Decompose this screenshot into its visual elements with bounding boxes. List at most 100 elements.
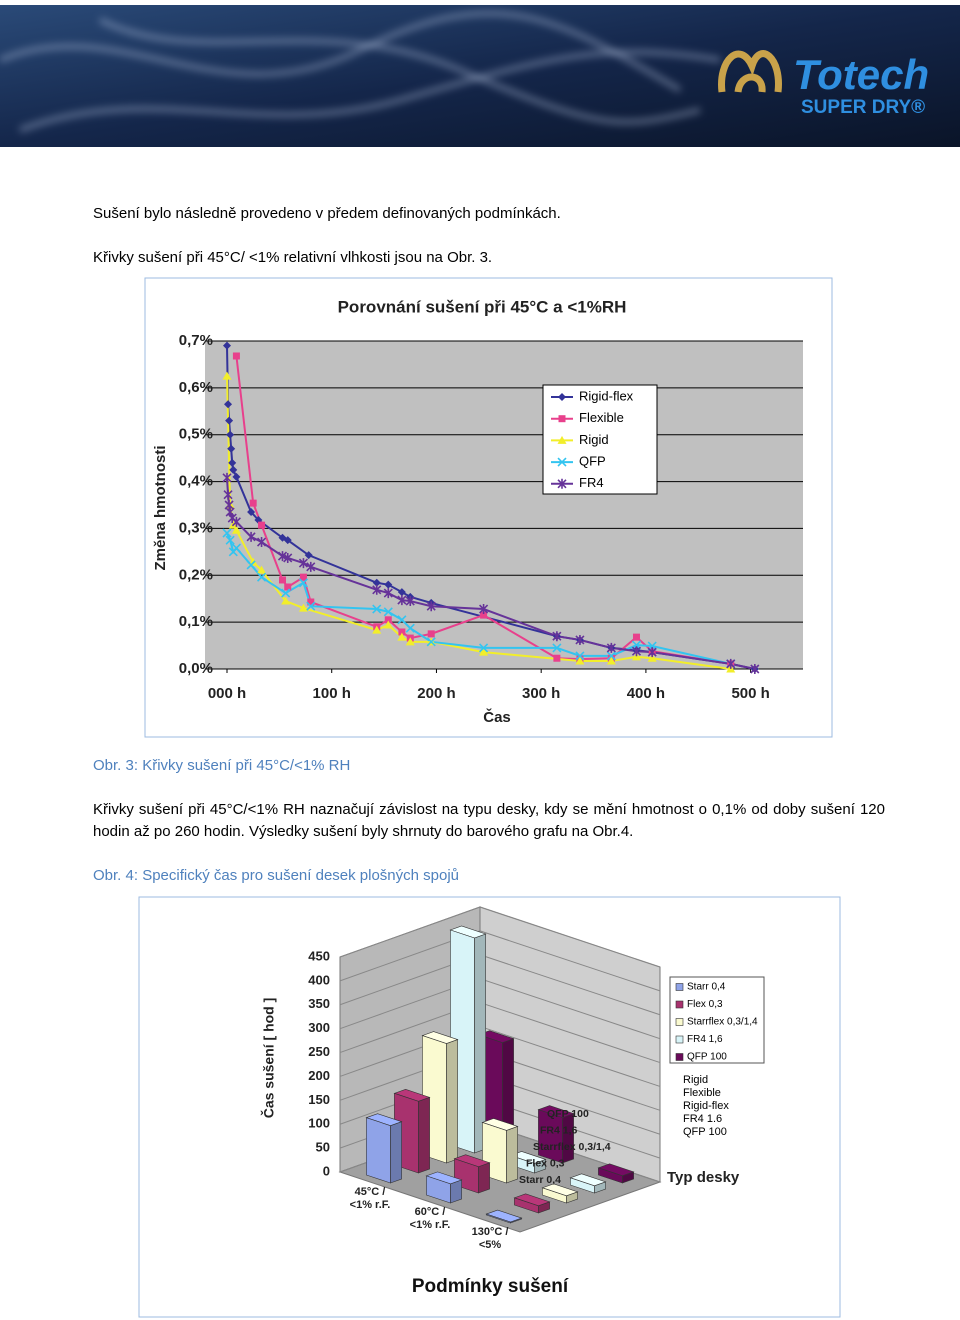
data-point: [426, 601, 436, 612]
data-point: [247, 508, 256, 517]
y-tick-label: 0,0%: [179, 660, 213, 677]
bar: [569, 1173, 607, 1194]
bar-front: [514, 1197, 539, 1214]
data-point: [246, 531, 256, 542]
data-point: [480, 611, 488, 619]
legend-label: Flex 0,3: [687, 999, 723, 1010]
data-point: [224, 500, 234, 510]
data-point: [281, 588, 291, 598]
x-tick-label: 400 h: [627, 685, 665, 702]
data-point: [383, 607, 393, 617]
paragraph: Křivky sušení při 45°C/ <1% relativní vl…: [93, 249, 493, 266]
data-point: [552, 643, 562, 653]
data-point: [558, 415, 566, 423]
y-tick-label: 0,5%: [179, 426, 213, 443]
y-tick-label: 250: [308, 1044, 330, 1059]
legend-label: FR4 1,6: [687, 1034, 723, 1045]
data-point: [372, 604, 382, 614]
legend-label: Starrflex 0,3/1,4: [687, 1017, 758, 1028]
data-point: [726, 658, 736, 669]
bar-side: [562, 1113, 574, 1164]
y-tick-label: 350: [308, 996, 330, 1011]
y-tick-label: 100: [308, 1116, 330, 1131]
x-tick-label: 000 h: [208, 685, 246, 702]
bar: [541, 1183, 579, 1204]
data-point: [231, 543, 241, 553]
bar-side: [506, 1126, 518, 1184]
data-point: [405, 637, 415, 646]
data-point: [606, 642, 616, 653]
legend-label: Starr 0,4: [687, 982, 726, 993]
bar: [425, 1171, 463, 1204]
data-point: [372, 625, 382, 634]
bar-side: [478, 1162, 490, 1194]
y-tick-label: 0,4%: [179, 473, 213, 490]
x-axis-label: Čas: [483, 708, 511, 726]
grid-line: [479, 954, 661, 1016]
data-point: [224, 400, 233, 409]
data-point: [479, 604, 489, 615]
data-point: [384, 616, 392, 624]
data-point: [298, 603, 308, 612]
legend-swatch: [675, 1053, 684, 1061]
data-point: [479, 647, 489, 656]
data-point: [281, 596, 291, 605]
x-tick-label: <5%: [479, 1239, 502, 1251]
data-point: [257, 565, 267, 574]
data-point: [479, 643, 489, 653]
data-point: [631, 646, 642, 657]
legend-label: QFP 100: [687, 1052, 727, 1063]
data-point: [222, 528, 232, 538]
grid-line: [479, 906, 661, 968]
data-point: [372, 584, 382, 595]
data-point: [226, 430, 235, 439]
y-axis-label: Čas sušení [ hod ]: [260, 998, 277, 1119]
data-point: [575, 656, 585, 665]
bar-side: [474, 933, 486, 1154]
caption: Obr. 4: Specifický čas pro sušení desek …: [93, 867, 460, 884]
bar: [537, 1105, 575, 1164]
data-point: [750, 664, 760, 674]
data-point: [405, 596, 415, 607]
paragraph: Sušení bylo následně provedeno v předem …: [93, 205, 561, 222]
board-type: QFP 100: [683, 1126, 727, 1138]
grid-line: [479, 1002, 661, 1064]
data-point: [397, 632, 407, 641]
x-tick-label: 130°C /: [472, 1226, 509, 1238]
legend-swatch: [675, 1000, 684, 1009]
bar-front: [366, 1117, 391, 1184]
x-tick-label: <1% r.F.: [350, 1199, 391, 1211]
y-tick-label: 0,7%: [179, 332, 213, 349]
data-point: [647, 653, 657, 662]
data-point: [606, 656, 616, 665]
x-tick-label: 60°C /: [415, 1206, 446, 1218]
legend-label: QFP: [579, 454, 606, 469]
data-point: [222, 371, 232, 380]
bar-side: [446, 1039, 458, 1164]
data-point: [246, 560, 256, 570]
data-point: [298, 578, 309, 588]
bar-front: [570, 1177, 595, 1194]
data-point: [557, 457, 567, 467]
data-point: [384, 580, 393, 589]
y-tick-label: 400: [308, 972, 330, 987]
x-tick-label: 200 h: [417, 685, 455, 702]
data-point: [248, 557, 258, 566]
bar-front: [538, 1109, 563, 1164]
legend-label: Flexible: [579, 410, 624, 425]
data-point: [632, 633, 640, 641]
data-point: [223, 489, 233, 500]
x-tick-label: 100 h: [313, 685, 351, 702]
paragraph: Křivky sušení při 45°C/<1% RH naznačují …: [93, 801, 885, 840]
data-point: [405, 623, 415, 633]
chart-title: Porovnání sušení při 45°C a <1%RH: [338, 297, 627, 316]
board-type: FR4 1.6: [683, 1113, 722, 1125]
depth-label: QFP 100: [547, 1108, 589, 1120]
board-type: Rigid-flex: [683, 1100, 729, 1112]
grid-line: [479, 1025, 661, 1087]
data-point: [258, 521, 266, 529]
data-point: [225, 535, 235, 545]
data-point: [306, 561, 316, 572]
